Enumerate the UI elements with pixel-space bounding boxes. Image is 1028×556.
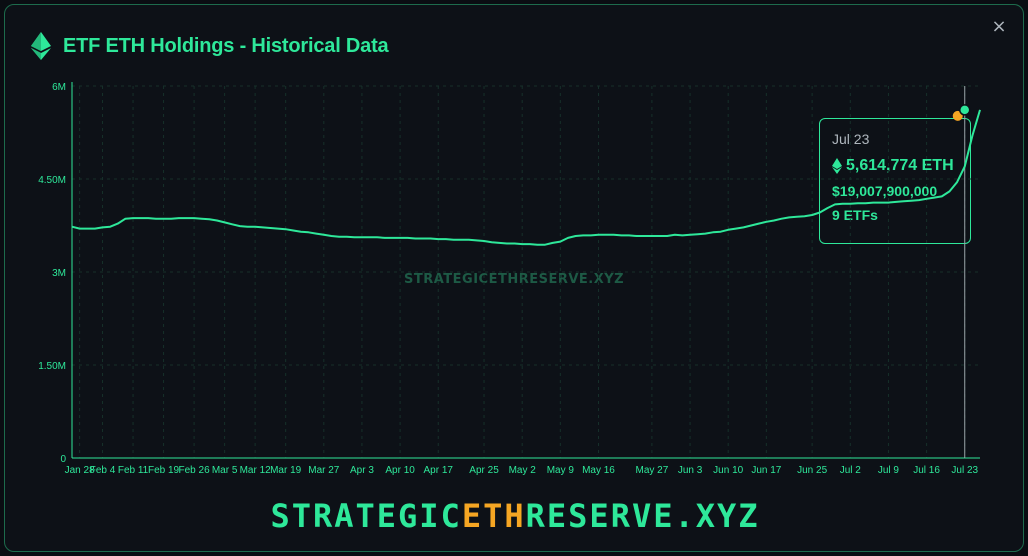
x-tick-label: Apr 10 — [385, 465, 415, 476]
x-tick-label: Jul 2 — [840, 465, 862, 476]
brand-part-2: ETH — [461, 497, 526, 535]
modal-header: ETF ETH Holdings - Historical Data — [31, 29, 389, 63]
x-tick-label: Jan 28 — [65, 465, 95, 476]
tooltip-eth-value: 5,614,774 ETH — [846, 157, 954, 174]
y-tick-label: 4.50M — [38, 175, 66, 186]
x-tick-label: Apr 25 — [469, 465, 499, 476]
highlight-marker — [958, 104, 971, 116]
y-tick-label: 0 — [60, 454, 66, 465]
y-tick-label: 6M — [52, 82, 66, 93]
close-icon[interactable]: × — [991, 16, 1007, 37]
tooltip-usd-value: $19,007,900,000 — [832, 183, 938, 199]
x-tick-label: Jul 23 — [951, 465, 978, 476]
x-tick-label: May 2 — [509, 465, 537, 476]
x-tick-label: Apr 17 — [424, 465, 454, 476]
x-tick-label: Feb 11 — [118, 465, 149, 476]
etf-holdings-modal: ETF ETH Holdings - Historical Data × STR… — [4, 4, 1024, 552]
x-tick-label: Feb 26 — [179, 465, 211, 476]
x-tick-label: Jul 9 — [878, 465, 900, 476]
x-tick-label: Mar 12 — [240, 465, 272, 476]
x-tick-label: May 9 — [547, 465, 575, 476]
brand-part-3: RESERVE.XYZ — [525, 497, 760, 535]
tooltip-date: Jul 23 — [832, 131, 870, 147]
x-tick-label: May 16 — [582, 465, 615, 476]
chart-watermark: STRATEGICETHRESERVE.XYZ — [404, 272, 625, 287]
x-tick-label: Jun 25 — [797, 465, 827, 476]
x-tick-label: Mar 5 — [212, 465, 238, 476]
chart-tooltip: Jul 23 5,614,774 ETH $19,007,900,000 9 E… — [819, 118, 971, 244]
x-tick-label: May 27 — [636, 465, 669, 476]
x-tick-label: Mar 27 — [308, 465, 340, 476]
x-tick-label: Apr 3 — [350, 465, 374, 476]
modal-title: ETF ETH Holdings - Historical Data — [63, 34, 389, 57]
x-tick-label: Jun 3 — [678, 465, 703, 476]
x-tick-label: Jun 17 — [751, 465, 781, 476]
tooltip-eth-row: 5,614,774 ETH — [832, 157, 958, 175]
x-tick-label: Mar 19 — [270, 465, 302, 476]
x-tick-label: Jul 16 — [913, 465, 940, 476]
x-tick-label: Feb 4 — [90, 465, 116, 476]
y-tick-label: 1.50M — [38, 361, 66, 372]
brand-part-1: STRATEGIC — [270, 497, 462, 535]
tooltip-etf-count: 9 ETFs — [832, 207, 878, 223]
y-tick-label: 3M — [52, 268, 66, 279]
series-line — [71, 109, 981, 246]
eth-diamond-icon — [832, 158, 842, 174]
brand-footer: STRATEGICETHRESERVE.XYZ — [5, 497, 1023, 535]
x-tick-label: Jun 10 — [713, 465, 743, 476]
x-tick-label: Feb 19 — [148, 465, 180, 476]
eth-diamond-icon — [31, 32, 51, 60]
